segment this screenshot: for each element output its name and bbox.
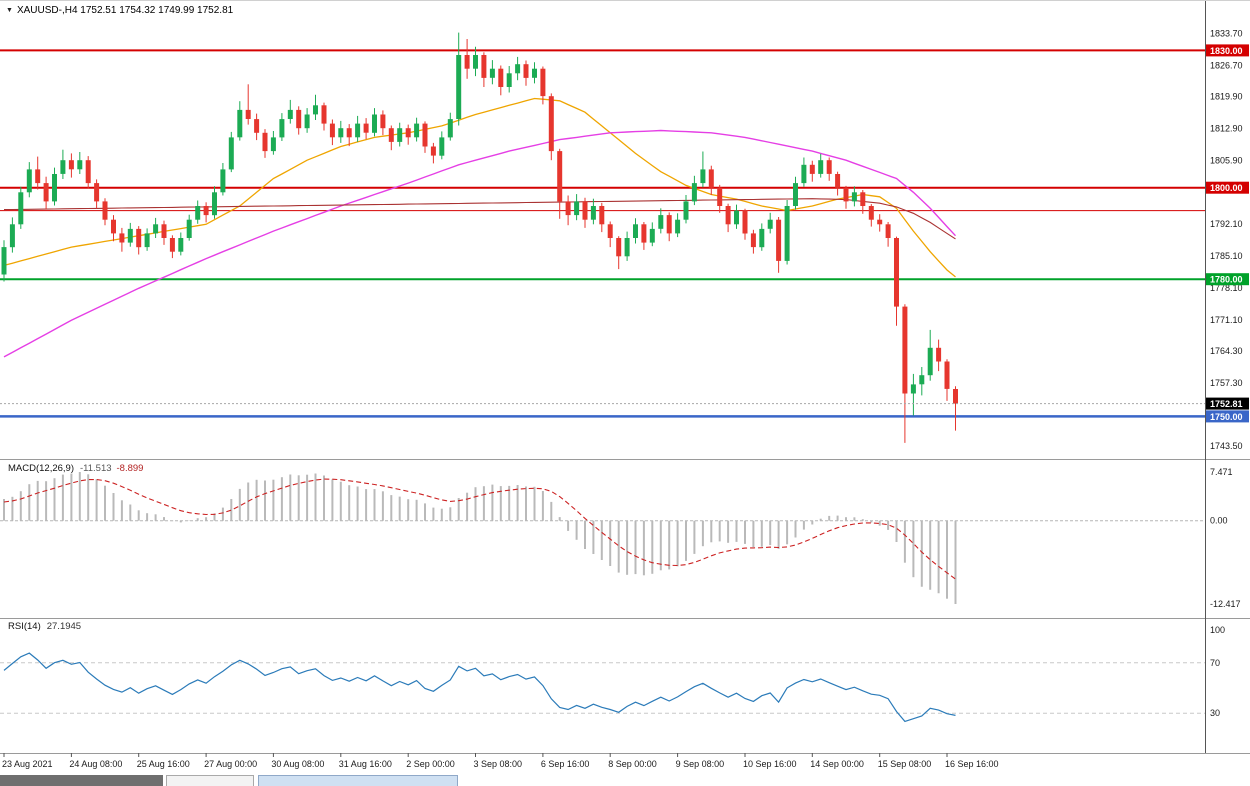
price-axis-label: 1792.10 — [1210, 219, 1243, 229]
time-axis-label: 25 Aug 16:00 — [137, 759, 190, 769]
rsi-axis-label: 30 — [1210, 708, 1220, 718]
time-axis-label: 10 Sep 16:00 — [743, 759, 797, 769]
macd-signal-value: -8.899 — [116, 463, 144, 474]
price-badge-label: 1780.00 — [1210, 275, 1243, 285]
price-axis-label: 1778.10 — [1210, 283, 1243, 293]
time-axis-label: 6 Sep 16:00 — [541, 759, 590, 769]
taskbar-tab-1[interactable] — [0, 775, 163, 786]
price-axis-label: 1785.10 — [1210, 251, 1243, 261]
time-axis-label: 9 Sep 08:00 — [676, 759, 725, 769]
price-axis-label: 1743.50 — [1210, 441, 1243, 451]
rsi-name: RSI(14) — [8, 621, 41, 632]
time-axis-label: 16 Sep 16:00 — [945, 759, 999, 769]
price-axis-label: 1833.70 — [1210, 29, 1243, 39]
magenta-ma-line — [3, 129, 957, 358]
macd-axis-label: 7.471 — [1210, 467, 1233, 477]
time-axis-label: 14 Sep 00:00 — [810, 759, 864, 769]
price-badge — [1206, 397, 1249, 410]
chart-title: ▼ XAUUSD-,H4 1752.51 1754.32 1749.99 1752… — [6, 5, 233, 16]
time-axis-label: 31 Aug 16:00 — [339, 759, 392, 769]
price-badge-label: 1752.81 — [1210, 399, 1243, 409]
rsi-value: 27.1945 — [46, 621, 82, 632]
macd-main-value: -11.513 — [80, 463, 112, 474]
price-badge — [1206, 410, 1249, 423]
price-axis-label: 1771.10 — [1210, 315, 1243, 325]
macd-histogram — [3, 472, 957, 604]
price-badge — [1206, 273, 1249, 286]
chart-ohlc-title: XAUUSD-,H4 1752.51 1754.32 1749.99 1752.… — [16, 5, 234, 16]
bottom-tab-strip — [0, 775, 1250, 786]
taskbar-tab-2[interactable] — [166, 775, 254, 786]
time-axis-label: 27 Aug 00:00 — [204, 759, 257, 769]
time-axis-label: 23 Aug 2021 — [2, 759, 53, 769]
rsi-pane — [0, 652, 1205, 723]
macd-signal-line — [3, 478, 956, 580]
macd-pane — [0, 472, 1205, 604]
price-axis-label: 1812.90 — [1210, 124, 1243, 134]
price-axis-label: 1764.30 — [1210, 346, 1243, 356]
macd-axis-label: 0.00 — [1210, 516, 1228, 526]
price-badge-label: 1800.00 — [1210, 183, 1243, 193]
price-axis-label: 1819.90 — [1210, 92, 1243, 102]
chart-axes: 1833.70 1826.70 1819.90 1812.90 1805.90 1792.… — [0, 1, 1250, 769]
time-axis-label: 3 Sep 08:00 — [474, 759, 523, 769]
chart-menu-icon[interactable]: ▼ — [6, 7, 13, 14]
time-axis-label: 30 Aug 08:00 — [271, 759, 324, 769]
rsi-axis-label: 70 — [1210, 658, 1220, 668]
macd-axis-label: -12.417 — [1210, 599, 1241, 609]
price-axis-label: 1757.30 — [1210, 378, 1243, 388]
time-axis-label: 2 Sep 00:00 — [406, 759, 455, 769]
price-badge — [1206, 44, 1249, 57]
taskbar-tab-3[interactable] — [258, 775, 458, 786]
rsi-axis-label: 100 — [1210, 625, 1225, 635]
rsi-line — [3, 652, 956, 723]
price-badge-label: 1750.00 — [1210, 412, 1243, 422]
rsi-indicator-label: RSI(14) 27.1945 — [8, 621, 81, 632]
price-axis-label: 1805.90 — [1210, 156, 1243, 166]
time-axis-label: 24 Aug 08:00 — [69, 759, 122, 769]
macd-name: MACD(12,26,9) — [8, 463, 74, 474]
time-axis-label: 15 Sep 08:00 — [878, 759, 932, 769]
price-badge — [1206, 181, 1249, 194]
time-axis-label: 8 Sep 00:00 — [608, 759, 657, 769]
price-badge-label: 1830.00 — [1210, 46, 1243, 56]
macd-indicator-label: MACD(12,26,9) -11.513 -8.899 — [8, 463, 143, 474]
price-pane — [0, 32, 1205, 443]
price-axis-label: 1826.70 — [1210, 61, 1243, 71]
candles — [1, 32, 958, 443]
